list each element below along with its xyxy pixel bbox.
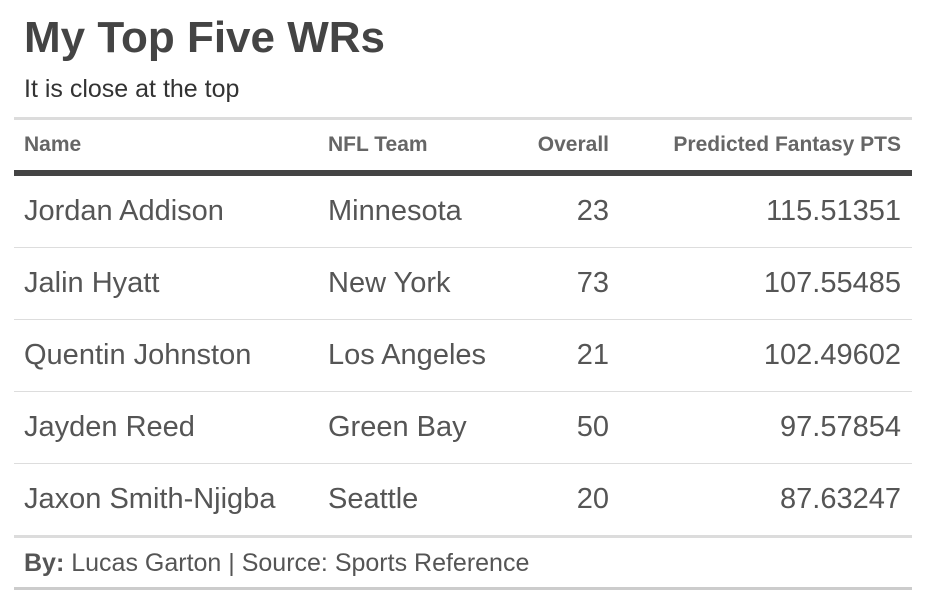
- cell-predicted-fantasy-pts: 97.57854: [780, 411, 901, 443]
- header-predicted-fantasy-pts: Predicted Fantasy PTS: [673, 133, 901, 156]
- top-rule: [14, 117, 912, 120]
- caption-label: By:: [24, 549, 65, 577]
- cell-name: Jalin Hyatt: [24, 267, 160, 299]
- cell-overall: 50: [576, 411, 609, 443]
- table-subtitle: It is close at the top: [24, 75, 240, 103]
- header-overall: Overall: [537, 133, 609, 156]
- cell-name: Jaxon Smith-Njigba: [24, 483, 276, 515]
- table-row: Jayden Reed Green Bay 50 97.57854: [14, 392, 912, 464]
- cell-predicted-fantasy-pts: 115.51351: [766, 195, 901, 227]
- cell-name: Jordan Addison: [24, 195, 224, 227]
- header-nfl-team: NFL Team: [328, 133, 428, 156]
- cell-predicted-fantasy-pts: 107.55485: [763, 267, 901, 299]
- table-row: Jordan Addison Minnesota 23 115.51351: [14, 176, 912, 248]
- header-row: Name NFL Team Overall Predicted Fantasy …: [14, 120, 912, 170]
- cell-overall: 21: [576, 339, 609, 371]
- cell-overall: 23: [576, 195, 609, 227]
- cell-overall: 20: [576, 483, 609, 515]
- footer-bottom-rule: [14, 587, 912, 590]
- cell-nfl-team: Green Bay: [328, 411, 467, 443]
- header-name: Name: [24, 133, 82, 156]
- table-title: My Top Five WRs: [24, 13, 385, 62]
- table-row: Jaxon Smith-Njigba Seattle 20 87.63247: [14, 464, 912, 535]
- table-body: Jordan Addison Minnesota 23 115.51351 Ja…: [14, 176, 912, 535]
- footer-top-rule: [14, 535, 912, 538]
- cell-predicted-fantasy-pts: 102.49602: [763, 339, 901, 371]
- cell-name: Jayden Reed: [24, 411, 195, 443]
- cell-name: Quentin Johnston: [24, 339, 252, 371]
- cell-predicted-fantasy-pts: 87.63247: [780, 483, 901, 515]
- source-caption: By: Lucas Garton | Source: Sports Refere…: [24, 541, 529, 585]
- cell-overall: 73: [576, 267, 609, 299]
- header-rule: [14, 170, 912, 176]
- cell-nfl-team: New York: [328, 267, 451, 299]
- cell-nfl-team: Seattle: [328, 483, 419, 515]
- table-row: Quentin Johnston Los Angeles 21 102.4960…: [14, 320, 912, 392]
- table-row: Jalin Hyatt New York 73 107.55485: [14, 248, 912, 320]
- cell-nfl-team: Los Angeles: [328, 339, 487, 371]
- cell-nfl-team: Minnesota: [328, 195, 462, 227]
- caption-text: Lucas Garton | Source: Sports Reference: [64, 549, 530, 577]
